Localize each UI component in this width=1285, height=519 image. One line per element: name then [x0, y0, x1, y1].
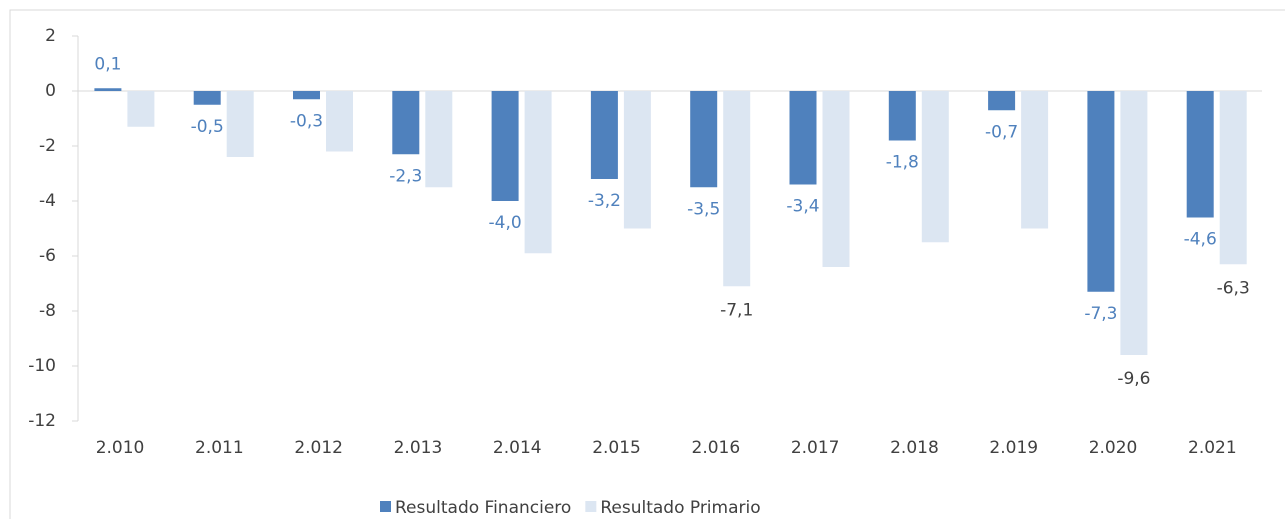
data-label: -7,3	[1084, 304, 1117, 324]
legend-swatch	[380, 501, 391, 512]
y-tick-label: -2	[39, 136, 56, 156]
bar	[590, 91, 618, 179]
bar	[1087, 91, 1115, 292]
data-label: -2,3	[389, 166, 422, 186]
y-tick-label: -10	[28, 356, 56, 376]
legend-swatch	[585, 501, 597, 512]
data-label: -4,6	[1184, 230, 1217, 250]
bar	[193, 91, 221, 105]
bar	[293, 91, 320, 100]
x-tick-label: 2.012	[294, 438, 343, 458]
data-label: -3,2	[588, 191, 621, 211]
x-tick-label: 2.019	[989, 438, 1038, 458]
data-label: -4,0	[489, 213, 522, 233]
bar	[1120, 91, 1148, 355]
x-tick-label: 2.013	[394, 438, 443, 458]
x-tick-label: 2.017	[791, 438, 840, 458]
x-tick-label: 2.014	[493, 438, 542, 458]
x-tick-label: 2.016	[692, 438, 741, 458]
bar	[491, 91, 519, 201]
bar	[524, 91, 552, 254]
bar	[988, 91, 1016, 111]
data-label: -3,4	[786, 197, 819, 217]
bar	[127, 91, 155, 127]
bar	[822, 91, 850, 267]
bar	[1186, 91, 1214, 218]
x-tick-label: 2.015	[592, 438, 641, 458]
x-tick-label: 2.010	[96, 438, 145, 458]
y-tick-label: -8	[39, 301, 56, 321]
y-tick-label: -6	[39, 246, 56, 266]
x-tick-label: 2.020	[1089, 438, 1138, 458]
legend-label: Resultado Primario	[600, 498, 760, 518]
y-tick-label: -4	[39, 191, 56, 211]
data-label: -0,3	[290, 111, 323, 131]
y-tick-label: 0	[45, 81, 56, 101]
data-label: -9,6	[1117, 369, 1150, 389]
x-tick-label: 2.021	[1188, 438, 1237, 458]
bar	[623, 91, 651, 229]
bar	[392, 91, 420, 155]
bar	[226, 91, 254, 157]
data-label: -1,8	[886, 153, 919, 173]
data-label: 0,1	[94, 54, 121, 74]
chart-frame	[9, 9, 1285, 519]
data-label: -6,3	[1217, 278, 1250, 298]
bar	[94, 88, 122, 91]
bar	[1021, 91, 1049, 229]
bar	[1219, 91, 1247, 265]
y-tick-label: -12	[28, 411, 56, 431]
bar	[789, 91, 817, 185]
bar	[888, 91, 916, 141]
data-label: -3,5	[687, 199, 720, 219]
bar	[425, 91, 453, 188]
x-tick-label: 2.018	[890, 438, 939, 458]
bar	[921, 91, 949, 243]
bar	[326, 91, 353, 152]
data-label: -7,1	[720, 300, 753, 320]
data-label: -0,7	[985, 122, 1018, 142]
bar	[723, 91, 751, 287]
data-label: -0,5	[191, 117, 224, 137]
x-tick-label: 2.011	[195, 438, 244, 458]
y-tick-label: 2	[45, 26, 56, 46]
bar	[690, 91, 718, 188]
legend-label: Resultado Financiero	[395, 498, 571, 518]
